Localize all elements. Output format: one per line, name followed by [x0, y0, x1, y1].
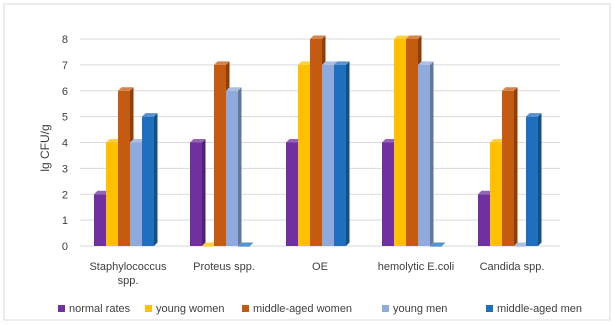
- legend-item: young men: [382, 303, 447, 315]
- legend-label: young men: [393, 303, 447, 315]
- legend-item: middle-aged men: [486, 303, 582, 315]
- x-category-label: Staphylococcus: [89, 261, 167, 273]
- y-tick-label: 3: [62, 163, 68, 175]
- bar: [142, 113, 158, 246]
- y-tick-label: 2: [62, 189, 68, 201]
- bar: [226, 87, 242, 246]
- bar: [190, 139, 206, 246]
- bar: [502, 87, 518, 246]
- x-category-label: Proteus spp.: [193, 261, 255, 273]
- y-tick-label: 5: [62, 112, 68, 124]
- y-axis-ticks: 0 1 2 3 4 5 6 7 8: [62, 34, 68, 253]
- bar: [334, 61, 350, 246]
- bar: [202, 242, 218, 247]
- legend-swatch: [145, 305, 152, 312]
- x-category-label: hemolytic E.coli: [378, 261, 454, 273]
- y-tick-label: 7: [62, 60, 68, 72]
- legend-label: young women: [156, 303, 225, 315]
- y-axis-label: lg CFU/g: [38, 124, 52, 171]
- x-category-label: Candida spp.: [480, 261, 545, 273]
- legend-swatch: [486, 305, 493, 312]
- y-tick-label: 0: [62, 241, 68, 253]
- legend-label: middle-aged women: [253, 303, 352, 315]
- legend-item: middle-aged women: [242, 303, 352, 315]
- bar: [430, 242, 446, 247]
- legend: normal rates young women middle-aged women…: [58, 303, 582, 315]
- x-category-label: OE: [312, 261, 328, 273]
- y-tick-label: 8: [62, 34, 68, 46]
- legend-label: middle-aged men: [497, 303, 582, 315]
- bar: [514, 242, 530, 247]
- y-tick-label: 1: [62, 215, 68, 227]
- bars: [94, 35, 542, 247]
- legend-swatch: [58, 305, 65, 312]
- x-axis-categories: Staphylococcus spp. Proteus spp. OE hemolyti…: [89, 261, 544, 287]
- x-category-label: spp.: [118, 275, 139, 287]
- legend-item: normal rates: [58, 303, 131, 315]
- bar: [526, 113, 542, 246]
- bar: [238, 242, 254, 247]
- legend-label: normal rates: [69, 303, 131, 315]
- y-tick-label: 4: [62, 138, 68, 150]
- legend-swatch: [382, 305, 389, 312]
- legend-swatch: [242, 305, 249, 312]
- y-tick-label: 6: [62, 86, 68, 98]
- legend-item: young women: [145, 303, 225, 315]
- bar: [418, 61, 434, 246]
